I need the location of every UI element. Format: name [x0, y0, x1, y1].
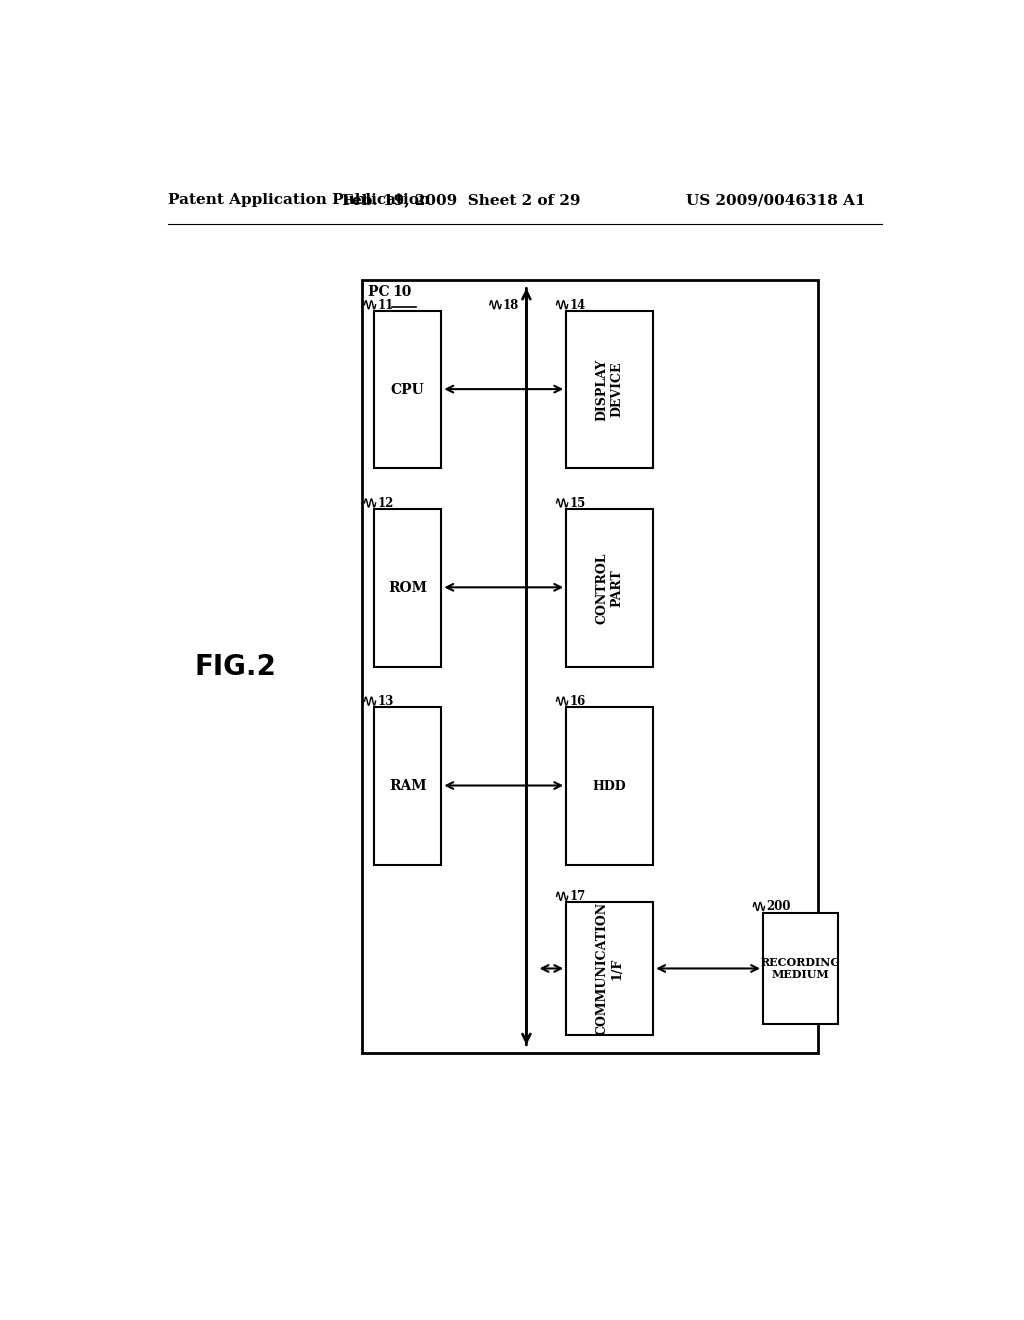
Text: FIG.2: FIG.2: [195, 652, 276, 681]
Text: Feb. 19, 2009  Sheet 2 of 29: Feb. 19, 2009 Sheet 2 of 29: [342, 193, 581, 207]
Text: 11: 11: [377, 298, 393, 312]
Text: CPU: CPU: [391, 383, 425, 396]
Bar: [374, 708, 441, 865]
Text: ROM: ROM: [388, 581, 427, 595]
Text: RECORDING
MEDIUM: RECORDING MEDIUM: [761, 957, 841, 981]
Text: 18: 18: [503, 298, 519, 312]
Bar: [566, 903, 653, 1035]
Text: PC: PC: [369, 285, 395, 300]
Text: US 2009/0046318 A1: US 2009/0046318 A1: [686, 193, 866, 207]
Bar: [362, 280, 818, 1053]
Bar: [374, 510, 441, 667]
Text: CONTROL
PART: CONTROL PART: [596, 552, 624, 623]
Text: DISPLAY
DEVICE: DISPLAY DEVICE: [596, 359, 624, 421]
Bar: [566, 510, 653, 667]
Text: HDD: HDD: [593, 780, 627, 792]
Text: 15: 15: [569, 496, 586, 510]
Bar: [763, 912, 839, 1024]
Bar: [374, 312, 441, 469]
Text: RAM: RAM: [389, 779, 427, 793]
Bar: [566, 708, 653, 865]
Text: 12: 12: [377, 496, 393, 510]
Text: 200: 200: [766, 900, 791, 913]
Bar: [566, 312, 653, 469]
Text: 14: 14: [569, 298, 586, 312]
Text: Patent Application Publication: Patent Application Publication: [168, 193, 430, 207]
Text: 16: 16: [569, 696, 586, 708]
Text: COMMUNICATION
1/F: COMMUNICATION 1/F: [596, 902, 624, 1035]
Text: 17: 17: [569, 890, 586, 903]
Text: 10: 10: [392, 285, 412, 300]
Text: 13: 13: [377, 696, 393, 708]
